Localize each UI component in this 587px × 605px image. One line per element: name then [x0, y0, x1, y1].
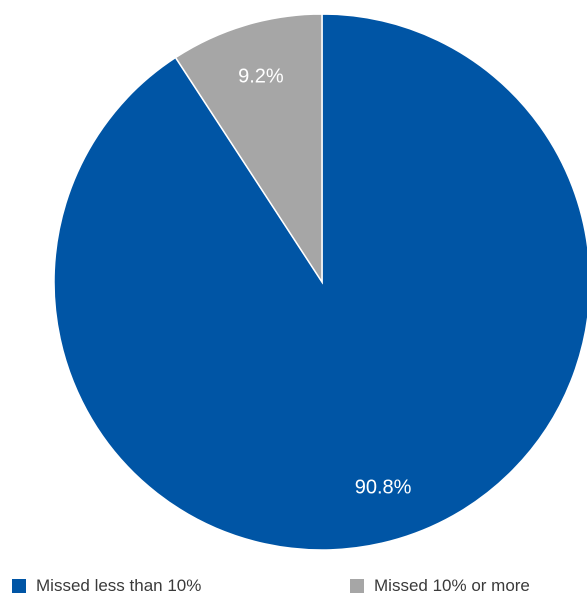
- pie-slice-label-missed-less-than-10: 90.8%: [355, 477, 412, 499]
- chart-legend: Missed less than 10% Missed 10% or more: [0, 576, 587, 600]
- pie-slice-label-missed-10-or-more: 9.2%: [238, 65, 284, 87]
- legend-swatch-missed-less-than-10: [12, 579, 26, 593]
- legend-label-missed-10-or-more: Missed 10% or more: [374, 576, 530, 595]
- legend-item-missed-less-than-10: Missed less than 10%: [12, 576, 201, 596]
- pie-chart: 90.8% 9.2%: [53, 13, 587, 551]
- legend-item-missed-10-or-more: Missed 10% or more: [350, 576, 530, 596]
- legend-label-missed-less-than-10: Missed less than 10%: [36, 576, 202, 595]
- pie-slice-missed-less-than-10: [53, 13, 587, 551]
- pie-slices: [53, 13, 587, 551]
- legend-swatch-missed-10-or-more: [350, 579, 364, 593]
- pie-slice-missed-10-or-more: [174, 13, 323, 285]
- pie-slice-labels: 90.8% 9.2%: [238, 65, 412, 498]
